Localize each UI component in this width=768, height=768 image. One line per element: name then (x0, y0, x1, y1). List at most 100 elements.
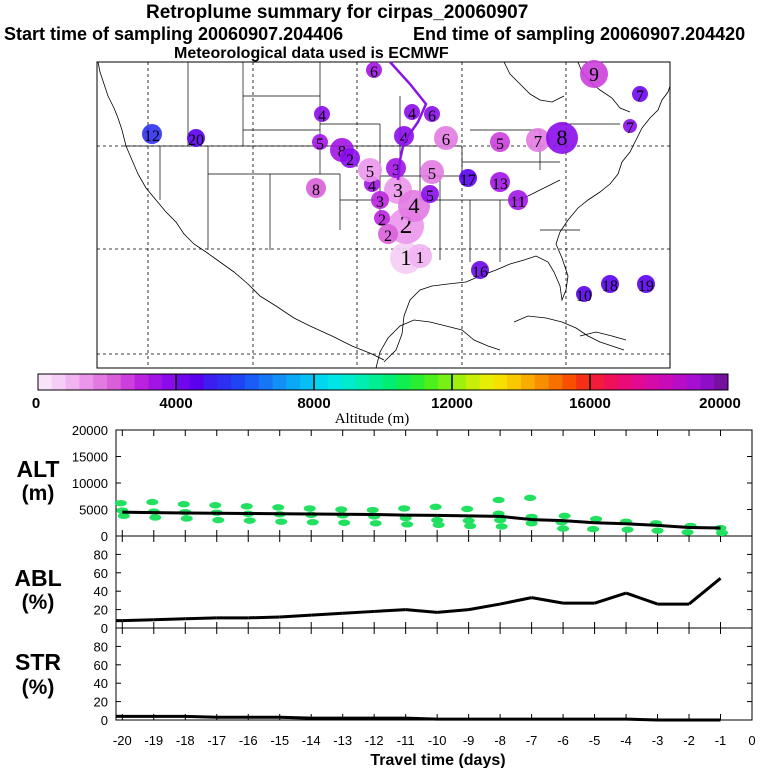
plume-label: 10 (576, 288, 592, 305)
chart-title: Retroplume summary for cirpas_20060907 (146, 2, 529, 23)
x-tick-label: -5 (589, 733, 601, 748)
str-ylabel-unit: (%) (22, 676, 55, 699)
plume-circle (408, 244, 432, 268)
plume-circle (508, 190, 528, 210)
plume-circle (546, 122, 578, 154)
plume-label: 20 (188, 132, 204, 149)
colorbar-swatch (548, 374, 563, 390)
colorbar-swatch (714, 374, 729, 390)
plume-marker: 5 (358, 158, 382, 182)
y-tick-label: 20 (94, 695, 108, 710)
plume-circle (421, 185, 439, 203)
plume-label: 6 (442, 130, 450, 149)
colorbar-swatch (645, 374, 660, 390)
alt-median-segment (594, 521, 627, 526)
abl-line-segment (279, 613, 312, 619)
plume-circle (187, 129, 205, 147)
y-tick-label: 60 (94, 566, 108, 581)
colorbar-swatch (51, 374, 67, 390)
plume-circle (471, 261, 489, 279)
abl-line-segment (374, 608, 406, 613)
alt-scatter-point (146, 498, 159, 506)
str-line-segment (279, 715, 312, 720)
plume-label: 5 (428, 164, 436, 183)
plume-marker: 5 (490, 132, 510, 153)
plume-marker: 5 (420, 160, 444, 184)
plume-marker: 12 (142, 124, 162, 145)
alt-scatter-point (492, 496, 505, 504)
colorbar-swatches (38, 374, 729, 390)
colorbar-swatch (617, 374, 632, 390)
abl-panel-frame (115, 535, 753, 629)
alt-scatter-point (177, 501, 190, 508)
y-tick-label: 40 (94, 584, 108, 599)
y-tick-label: 0 (101, 713, 108, 728)
plume-marker: 17 (459, 169, 477, 189)
plume-circle (378, 224, 398, 244)
plume-marker: 4 (314, 106, 330, 125)
abl-line-segment (342, 609, 375, 615)
plume-label: 3 (392, 162, 400, 179)
y-tick-label: 0 (101, 529, 108, 544)
x-tick-label: -4 (620, 733, 632, 748)
plume-marker: 16 (471, 261, 489, 281)
x-tick-label: -9 (463, 733, 475, 748)
plume-marker: 7 (526, 128, 550, 152)
colorbar: 0 4000 8000 12000 16000 20000 Altitude (… (32, 373, 741, 427)
plume-label: 8 (556, 125, 567, 150)
y-tick-label: 10000 (72, 476, 108, 491)
abl-line-segment (185, 616, 217, 621)
plume-label: 13 (492, 176, 508, 193)
plume-marker: 8 (306, 178, 326, 199)
plume-label: 2 (346, 152, 354, 169)
plume-marker: 2 (374, 210, 390, 229)
plume-label: 9 (589, 65, 599, 86)
plume-marker: 7 (632, 86, 648, 105)
alt-scatter-point (716, 529, 729, 537)
colorbar-swatch (134, 374, 149, 390)
plume-circle (358, 158, 382, 182)
y-tick-label: 80 (94, 547, 108, 562)
plume-label: 4 (318, 108, 326, 125)
abl-panel: 0 20 40 60 80 (94, 536, 753, 636)
plume-label: 1 (400, 245, 411, 270)
alt-median-segment (657, 523, 690, 530)
colorbar-tick-0: 0 (32, 395, 40, 412)
colorbar-swatch (507, 374, 522, 390)
colorbar-swatch (341, 374, 356, 390)
plume-circle (632, 86, 648, 102)
met-data-label: Meteorological data used is ECMWF (174, 45, 449, 62)
plume-circle (434, 126, 458, 150)
colorbar-swatch (396, 374, 412, 390)
x-tick-label: -16 (239, 733, 258, 748)
plume-circle (386, 158, 406, 178)
x-tick-label: -19 (144, 733, 163, 748)
colorbar-swatch (79, 374, 94, 390)
alt-scatter-point (335, 506, 348, 513)
end-time-label: End time of sampling 20060907.204420 (413, 24, 746, 44)
abl-line-segment (153, 617, 186, 622)
plume-circle (424, 106, 440, 122)
colorbar-swatch (576, 374, 591, 390)
plume-circle (459, 169, 477, 187)
plume-label: 18 (602, 278, 618, 295)
alt-scatter-point (369, 520, 382, 527)
colorbar-tick-8000: 8000 (297, 395, 330, 412)
colorbar-swatch (465, 374, 481, 390)
plume-label: 11 (510, 194, 525, 211)
alt-scatter-point (681, 529, 694, 536)
plume-marker: 6 (434, 126, 458, 150)
plume-circle (580, 60, 608, 88)
plume-marker: 3 (386, 158, 406, 179)
plume-label: 5 (316, 136, 324, 153)
plume-marker: 20 (187, 129, 205, 149)
alt-median-segment (374, 513, 406, 517)
alt-ylabel-unit: (m) (22, 482, 55, 505)
colorbar-swatch (107, 374, 122, 390)
alt-scatter-point (590, 515, 603, 523)
colorbar-swatch (65, 374, 80, 390)
alt-scatter-point (462, 517, 475, 524)
plume-circle (312, 134, 328, 150)
plume-label: 4 (400, 130, 408, 147)
